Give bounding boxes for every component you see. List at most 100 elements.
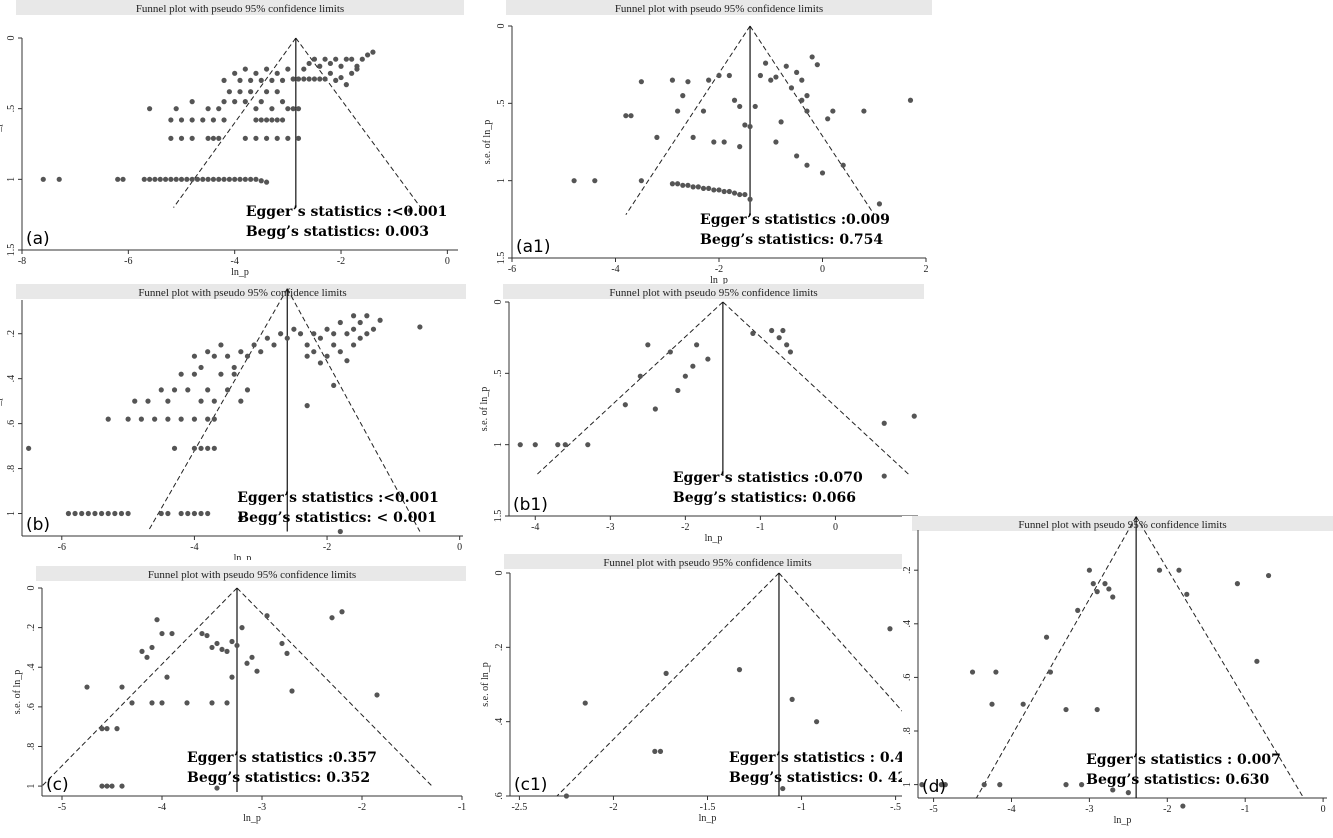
study-point xyxy=(736,667,743,673)
study-point xyxy=(1094,706,1100,713)
study-point xyxy=(365,52,371,58)
study-point xyxy=(370,326,377,332)
study-point xyxy=(675,181,681,187)
x-tick-label: -2 xyxy=(323,542,331,553)
study-point xyxy=(274,117,280,123)
study-point xyxy=(165,398,171,404)
title-band xyxy=(16,0,464,15)
begg-statistic: Begg’s statistics: 0. 421 xyxy=(729,770,917,786)
study-point xyxy=(205,106,211,112)
study-point xyxy=(200,176,206,182)
study-point xyxy=(234,642,240,649)
study-point xyxy=(178,371,184,377)
study-point xyxy=(168,176,174,182)
egger-statistic: Egger’s statistics :<0.001 xyxy=(246,204,448,220)
study-point xyxy=(112,510,118,517)
panel-label: (a1) xyxy=(516,237,551,257)
study-point xyxy=(706,185,712,191)
study-point xyxy=(327,60,333,67)
study-point xyxy=(1075,607,1081,613)
study-point xyxy=(582,700,588,706)
study-point xyxy=(242,66,248,72)
y-tick-label: .6 xyxy=(494,792,505,800)
study-point xyxy=(185,387,191,393)
plot-title: Funnel plot with pseudo 95% confidence l… xyxy=(138,287,346,299)
study-point xyxy=(248,77,254,83)
study-point xyxy=(173,176,179,182)
study-point xyxy=(178,117,185,123)
study-point xyxy=(189,176,195,182)
begg-statistic: Begg’s statistics: < 0.001 xyxy=(237,510,437,526)
study-point xyxy=(333,56,339,62)
study-point xyxy=(198,445,204,451)
study-point xyxy=(1094,589,1100,595)
study-point xyxy=(331,331,337,337)
study-point xyxy=(690,184,696,190)
study-point xyxy=(279,77,286,83)
study-point xyxy=(171,387,178,393)
egger-statistic: Egger’s statistics :0.070 xyxy=(673,470,863,486)
study-point xyxy=(295,135,302,141)
study-point xyxy=(224,648,230,654)
study-point xyxy=(737,103,743,110)
study-point xyxy=(317,360,324,366)
study-point xyxy=(157,176,163,182)
study-point xyxy=(377,317,383,323)
x-tick-label: -6 xyxy=(58,542,66,553)
study-point xyxy=(1184,591,1190,597)
x-axis-label: ln_p xyxy=(699,813,717,824)
title-band xyxy=(504,554,911,569)
y-tick-label: 1.5 xyxy=(493,510,504,523)
study-point xyxy=(284,650,290,656)
y-axis-label: s.e. of ln_p xyxy=(479,387,490,431)
study-point xyxy=(324,353,330,359)
y-tick-label: .2 xyxy=(494,644,505,652)
x-tick-label: -8 xyxy=(18,256,26,267)
x-tick-label: -4 xyxy=(158,802,166,813)
study-point xyxy=(295,76,302,82)
study-point xyxy=(205,416,211,422)
study-point xyxy=(563,793,570,799)
study-point xyxy=(204,632,210,639)
study-point xyxy=(210,176,217,182)
study-point xyxy=(768,77,774,83)
study-point xyxy=(242,135,248,141)
study-point xyxy=(98,510,105,517)
study-point xyxy=(154,617,160,623)
x-axis-label: ln_p xyxy=(705,533,723,544)
panel-label: (b) xyxy=(26,515,50,535)
study-point xyxy=(152,416,158,422)
study-point xyxy=(329,615,335,621)
study-point xyxy=(1047,669,1054,675)
study-point xyxy=(178,135,185,141)
x-tick-label: -6 xyxy=(508,264,516,275)
study-point xyxy=(226,176,232,182)
study-point xyxy=(72,510,78,517)
study-point xyxy=(804,93,810,99)
study-point xyxy=(1090,581,1096,587)
y-tick-label: .8 xyxy=(902,727,913,735)
x-tick-label: -4 xyxy=(1007,804,1015,815)
study-point xyxy=(248,176,254,182)
study-point xyxy=(706,77,712,83)
study-point xyxy=(700,108,707,114)
study-point xyxy=(1043,634,1050,640)
x-tick-label: -1 xyxy=(1241,804,1249,815)
y-tick-label: 1 xyxy=(26,784,37,789)
plot-title: Funnel plot with pseudo 95% confidence l… xyxy=(615,3,823,15)
study-point xyxy=(92,510,98,517)
study-point xyxy=(278,331,284,337)
study-point xyxy=(327,70,333,76)
study-point xyxy=(178,416,184,422)
study-point xyxy=(343,56,349,62)
study-point xyxy=(354,63,360,69)
study-point xyxy=(274,89,280,95)
study-point xyxy=(317,76,323,82)
study-point xyxy=(216,106,222,112)
study-point xyxy=(211,353,217,359)
study-point xyxy=(784,342,790,348)
study-point xyxy=(840,162,846,168)
study-point xyxy=(264,335,270,341)
study-point xyxy=(695,184,701,190)
study-point xyxy=(794,153,800,159)
